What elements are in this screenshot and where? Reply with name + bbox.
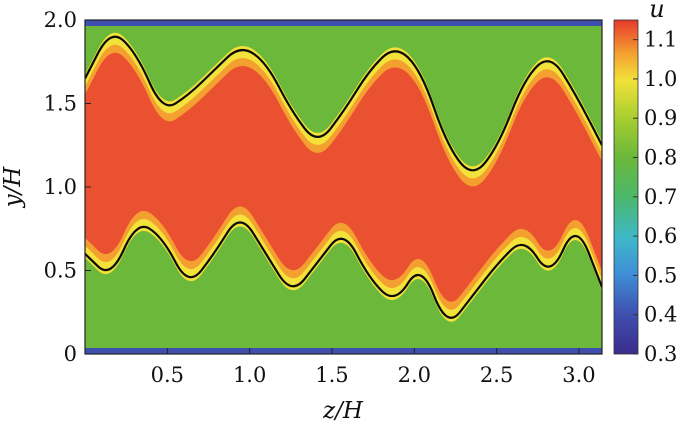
colorbar-tick-label: 0.8 xyxy=(644,146,677,170)
top-wall-layer xyxy=(85,20,602,26)
plot-area xyxy=(85,20,602,354)
upper-contour-line xyxy=(85,35,602,172)
y-axis: 0 0.5 1.0 1.5 2.0 xyxy=(44,8,91,366)
colorbar-tick-label: 0.4 xyxy=(644,303,677,327)
x-axis-label: z/H xyxy=(322,398,364,424)
x-axis: 0.5 1.0 1.5 2.0 2.5 3.0 xyxy=(151,348,596,387)
x-tick-label: 3.0 xyxy=(562,363,595,387)
velocity-field xyxy=(85,20,602,354)
colorbar-tick-label: 0.3 xyxy=(644,342,677,366)
colorbar-tick-label: 0.9 xyxy=(644,106,677,130)
x-tick-label: 1.5 xyxy=(315,363,348,387)
x-tick-label: 2.5 xyxy=(480,363,513,387)
colorbar-label: u xyxy=(649,0,664,23)
y-tick-label: 0 xyxy=(64,342,77,366)
colorbar-tick-label: 0.7 xyxy=(644,185,677,209)
colorbar-tick-label: 1.1 xyxy=(644,28,677,52)
colorbar-bar xyxy=(613,19,639,355)
colorbar: 1.1 1.0 0.9 0.8 0.7 0.6 0.5 0.4 0.3 u xyxy=(613,0,677,366)
x-tick-label: 0.5 xyxy=(151,363,184,387)
colorbar-tick-label: 0.6 xyxy=(644,224,677,248)
y-axis-label: y/H xyxy=(0,166,26,209)
lower-contour-line xyxy=(85,221,602,319)
y-tick-label: 0.5 xyxy=(44,259,77,283)
colorbar-tick-label: 0.5 xyxy=(644,263,677,287)
bottom-wall-layer xyxy=(85,348,602,354)
core-region xyxy=(85,52,602,302)
colorbar-tick-label: 1.0 xyxy=(644,67,677,91)
y-tick-label: 1.5 xyxy=(44,92,77,116)
x-tick-label: 1.0 xyxy=(233,363,266,387)
y-tick-label: 2.0 xyxy=(44,8,77,32)
x-tick-label: 2.0 xyxy=(398,363,431,387)
y-tick-label: 1.0 xyxy=(44,175,77,199)
